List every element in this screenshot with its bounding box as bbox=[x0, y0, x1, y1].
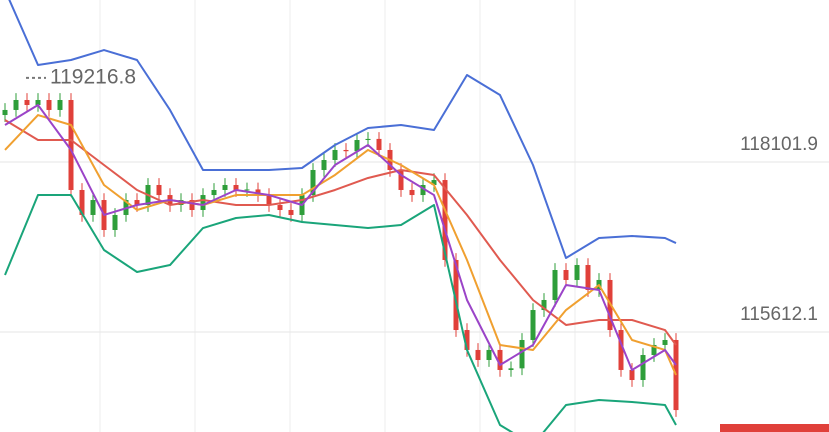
candle-body bbox=[222, 185, 228, 190]
candle-body bbox=[354, 140, 360, 152]
candle-body bbox=[68, 99, 74, 190]
indicator-line bbox=[4, 194, 677, 432]
candle-body bbox=[112, 214, 118, 231]
candle-body bbox=[79, 189, 85, 215]
candle-body bbox=[640, 355, 646, 381]
candle-body bbox=[453, 259, 459, 331]
candle-body bbox=[189, 200, 195, 210]
indicator-line bbox=[4, 103, 677, 371]
candle-body bbox=[2, 109, 8, 116]
y-tick-label: 115612.1 bbox=[740, 304, 818, 325]
high-marker-label: 119216.8 bbox=[50, 65, 136, 88]
candle-body bbox=[475, 349, 481, 361]
candle-body bbox=[585, 265, 591, 291]
indicator-line bbox=[8, 0, 677, 259]
candle-body bbox=[35, 99, 41, 105]
candle-body bbox=[398, 169, 404, 190]
candle-body bbox=[431, 180, 437, 186]
candle-body bbox=[574, 265, 580, 280]
candle-body bbox=[156, 185, 162, 196]
candle-body bbox=[13, 99, 19, 110]
candle-body bbox=[497, 349, 503, 370]
candle-body bbox=[277, 205, 283, 210]
indicator-line bbox=[4, 114, 677, 376]
candle-body bbox=[90, 200, 96, 215]
candle-body bbox=[244, 189, 250, 191]
candle-body bbox=[629, 369, 635, 381]
candle-body bbox=[57, 99, 63, 110]
candle-body bbox=[519, 339, 525, 369]
candle-body bbox=[288, 209, 294, 215]
candle-body bbox=[46, 99, 52, 110]
candle-body bbox=[310, 169, 316, 196]
candle-body bbox=[486, 349, 492, 361]
candle-body bbox=[200, 195, 206, 210]
candle-body bbox=[508, 368, 514, 370]
candle-body bbox=[233, 185, 239, 190]
candle-body bbox=[24, 99, 30, 105]
candle-body bbox=[420, 185, 426, 196]
indicator-line bbox=[4, 119, 677, 346]
candle-body bbox=[651, 344, 657, 356]
candle-body bbox=[211, 189, 217, 196]
price-tag bbox=[720, 424, 829, 432]
candle-body bbox=[464, 330, 470, 350]
candle-body bbox=[442, 180, 448, 260]
candle-body bbox=[321, 160, 327, 170]
candle-body bbox=[552, 270, 558, 300]
candle-body bbox=[563, 270, 569, 280]
candle-body bbox=[662, 339, 668, 345]
candle-body bbox=[134, 200, 140, 206]
candle-body bbox=[332, 149, 338, 161]
candle-body bbox=[618, 330, 624, 370]
vertical-grid bbox=[99, 0, 576, 432]
candle-body bbox=[541, 299, 547, 311]
candle-body bbox=[409, 189, 415, 196]
candle-body bbox=[365, 138, 371, 141]
candle-body bbox=[255, 189, 261, 196]
candle-body bbox=[376, 138, 382, 150]
y-tick-label: 118101.9 bbox=[740, 134, 818, 155]
candle-body bbox=[530, 310, 536, 340]
candle-body bbox=[266, 195, 272, 206]
candle-body bbox=[343, 149, 349, 152]
